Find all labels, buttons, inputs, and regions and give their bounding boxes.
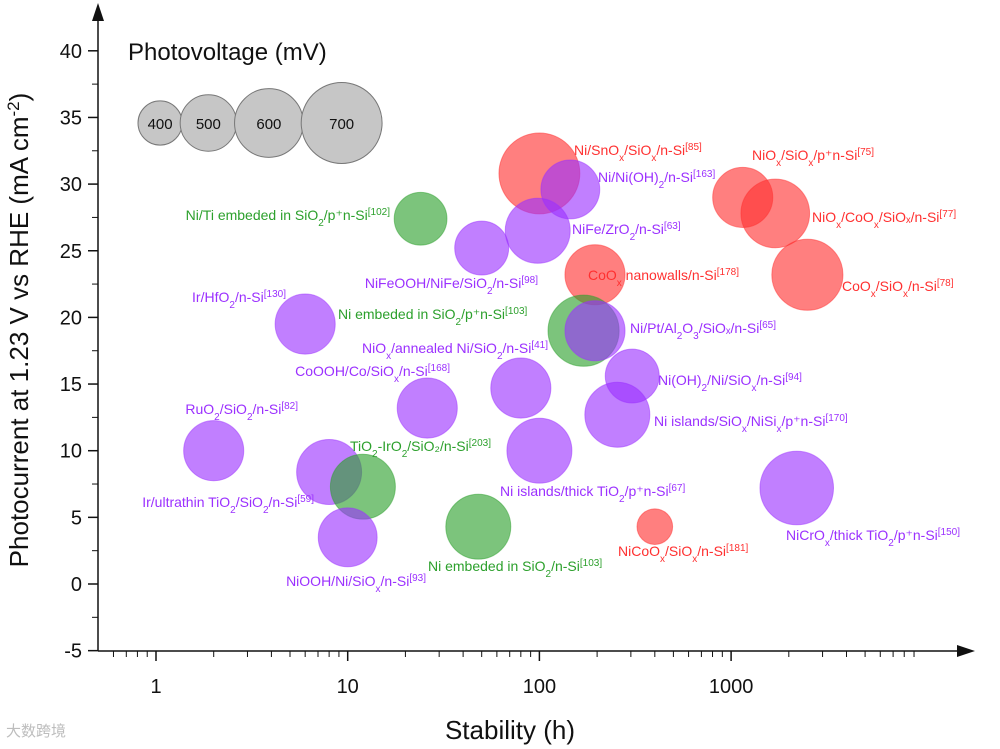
- data-bubble: [740, 178, 811, 249]
- y-tick-label: 0: [71, 574, 82, 596]
- data-label: Ir/HfO2/n-Si[130]: [192, 289, 286, 311]
- data-label: Ni/Pt/Al2O3/SiOₓ/n-Si[65]: [630, 320, 776, 342]
- data-label: TiO2-IrO2/SiO₂/n-Si[203]: [350, 438, 491, 460]
- x-axis-title: Stability (h): [445, 715, 575, 745]
- data-label: Ni embeded in SiO2/p⁺n-Si[103]: [338, 306, 528, 328]
- data-bubble: [396, 377, 458, 439]
- data-label: NiCrOx/thick TiO2/p⁺n-Si[150]: [786, 527, 960, 549]
- legend-label: 700: [329, 116, 354, 133]
- data-bubble: [317, 507, 378, 568]
- data-bubble: [759, 450, 835, 526]
- data-label: Ni(OH)2/Ni/SiOx/n-Si[94]: [658, 372, 802, 394]
- legend-label: 500: [196, 116, 221, 133]
- x-tick-label: 1000: [709, 676, 754, 698]
- data-label: Ni embeded in SiO2/n-Si[103]: [428, 558, 602, 580]
- data-label: CoOx nanowalls/n-Si[178]: [588, 267, 739, 289]
- x-tick-label: 1: [150, 676, 161, 698]
- data-label: NiOOH/Ni/SiOx/n-Si[93]: [286, 573, 426, 595]
- x-axis-arrow: [957, 645, 975, 657]
- y-tick-label: 40: [60, 41, 82, 63]
- data-label: NiFeOOH/NiFe/SiO2/n-Si[98]: [365, 275, 538, 297]
- data-bubble: [274, 293, 336, 355]
- data-label: NiFe/ZrO2/n-Si[63]: [572, 221, 681, 243]
- data-bubble: [490, 357, 552, 419]
- data-bubble: [771, 238, 844, 311]
- x-tick-label: 10: [337, 676, 359, 698]
- data-label: Ni islands/SiOx/NiSix/p⁺n-Si[170]: [654, 413, 848, 435]
- y-tick-label: 5: [71, 507, 82, 529]
- data-label: Ni/Ti embeded in SiO2/p⁺n-Si[102]: [186, 207, 391, 229]
- y-tick-label: 10: [60, 441, 82, 463]
- data-label: NiOx/CoOx/SiOₓ/n-Si[77]: [812, 209, 956, 231]
- y-tick-label: 25: [60, 241, 82, 263]
- x-tick-label: 100: [523, 676, 556, 698]
- data-label: Ni/SnOx/SiOx/n-Si[85]: [574, 142, 702, 164]
- data-label: Ir/ultrathin TiO2/SiO2/n-Si[59]: [142, 494, 314, 516]
- data-label: Ni/Ni(OH)2/n-Si[163]: [598, 169, 715, 191]
- legend-label: 400: [148, 116, 173, 133]
- data-label: NiOx/SiOx/p⁺n-Si[75]: [752, 147, 874, 169]
- data-bubble: [504, 197, 571, 264]
- legend-title: Photovoltage (mV): [128, 39, 327, 66]
- data-label: NiOx/annealed Ni/SiO2/n-Si[41]: [362, 340, 548, 362]
- data-bubble: [393, 191, 448, 246]
- data-bubble: [506, 417, 573, 484]
- y-tick-label: 35: [60, 107, 82, 129]
- legend-label: 600: [256, 116, 281, 133]
- y-axis-title: Photocurrent at 1.23 V vs RHE (mA cm-2): [4, 93, 35, 568]
- y-tick-label: 30: [60, 174, 82, 196]
- data-label: CoOOH/Co/SiOx/n-Si[168]: [295, 363, 450, 385]
- data-bubble: [636, 508, 674, 545]
- plot-layer: 1 10 100 1000 -5 0 5 10 15 20 25 30 35 40 Stability (h…: [4, 3, 975, 745]
- data-label: NiCoOx/SiOx/n-Si[181]: [618, 543, 749, 565]
- y-axis-arrow: [92, 3, 104, 21]
- data-bubble: [183, 420, 245, 482]
- data-bubble: [584, 381, 651, 448]
- data-bubble: [454, 220, 510, 276]
- watermark: 大数跨境: [6, 723, 67, 740]
- y-tick-label: -5: [64, 641, 82, 663]
- legend-bubble: [300, 82, 383, 164]
- data-bubble: [445, 493, 512, 560]
- y-tick-label: 15: [60, 374, 82, 396]
- data-bubble: [564, 300, 626, 362]
- data-label: Ni islands/thick TiO2/p⁺n-Si[67]: [500, 483, 685, 505]
- y-tick-label: 20: [60, 307, 82, 329]
- data-label: RuO2/SiO2/n-Si[82]: [185, 401, 298, 423]
- data-label: CoOx/SiOx/n-Si[78]: [842, 278, 954, 300]
